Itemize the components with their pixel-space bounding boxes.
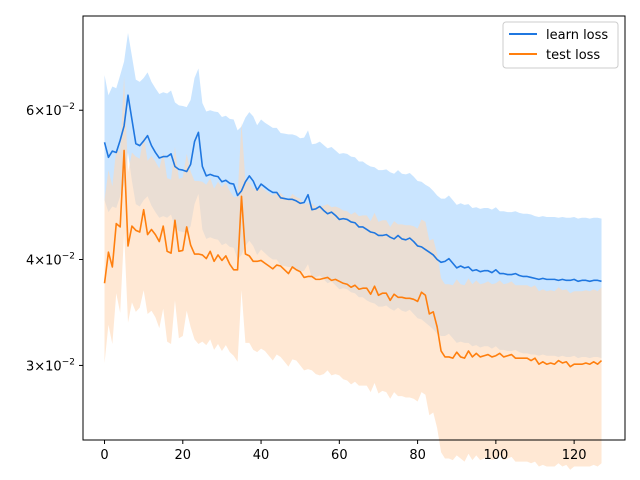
x-tick-label: 20: [175, 448, 192, 463]
legend: learn loss test loss: [502, 21, 619, 69]
learn-loss-band: [104, 33, 602, 359]
learn-loss-line: [103, 94, 602, 283]
confidence-bands: [104, 33, 602, 470]
legend-label: test loss: [546, 48, 600, 63]
y-tick-label: 3×10−2: [26, 357, 75, 374]
test-loss-line: [103, 149, 603, 368]
x-axis-ticks: 0 20 40 60 80 100 120: [100, 440, 587, 463]
y-tick-label: 4×10−2: [26, 252, 75, 269]
legend-label: learn loss: [546, 28, 608, 43]
x-tick-label: 80: [409, 448, 426, 463]
x-tick-label: 120: [562, 448, 587, 463]
y-axis-ticks: 3×10−2 4×10−2 6×10−2: [26, 102, 83, 374]
x-tick-label: 40: [253, 448, 270, 463]
plot-frame: [82, 15, 626, 441]
x-tick-label: 100: [483, 448, 508, 463]
y-tick-label: 6×10−2: [26, 102, 75, 119]
x-tick-label: 60: [331, 448, 348, 463]
test-loss-band: [104, 76, 602, 470]
x-tick-label: 0: [100, 448, 108, 463]
series-lines: [103, 94, 603, 368]
